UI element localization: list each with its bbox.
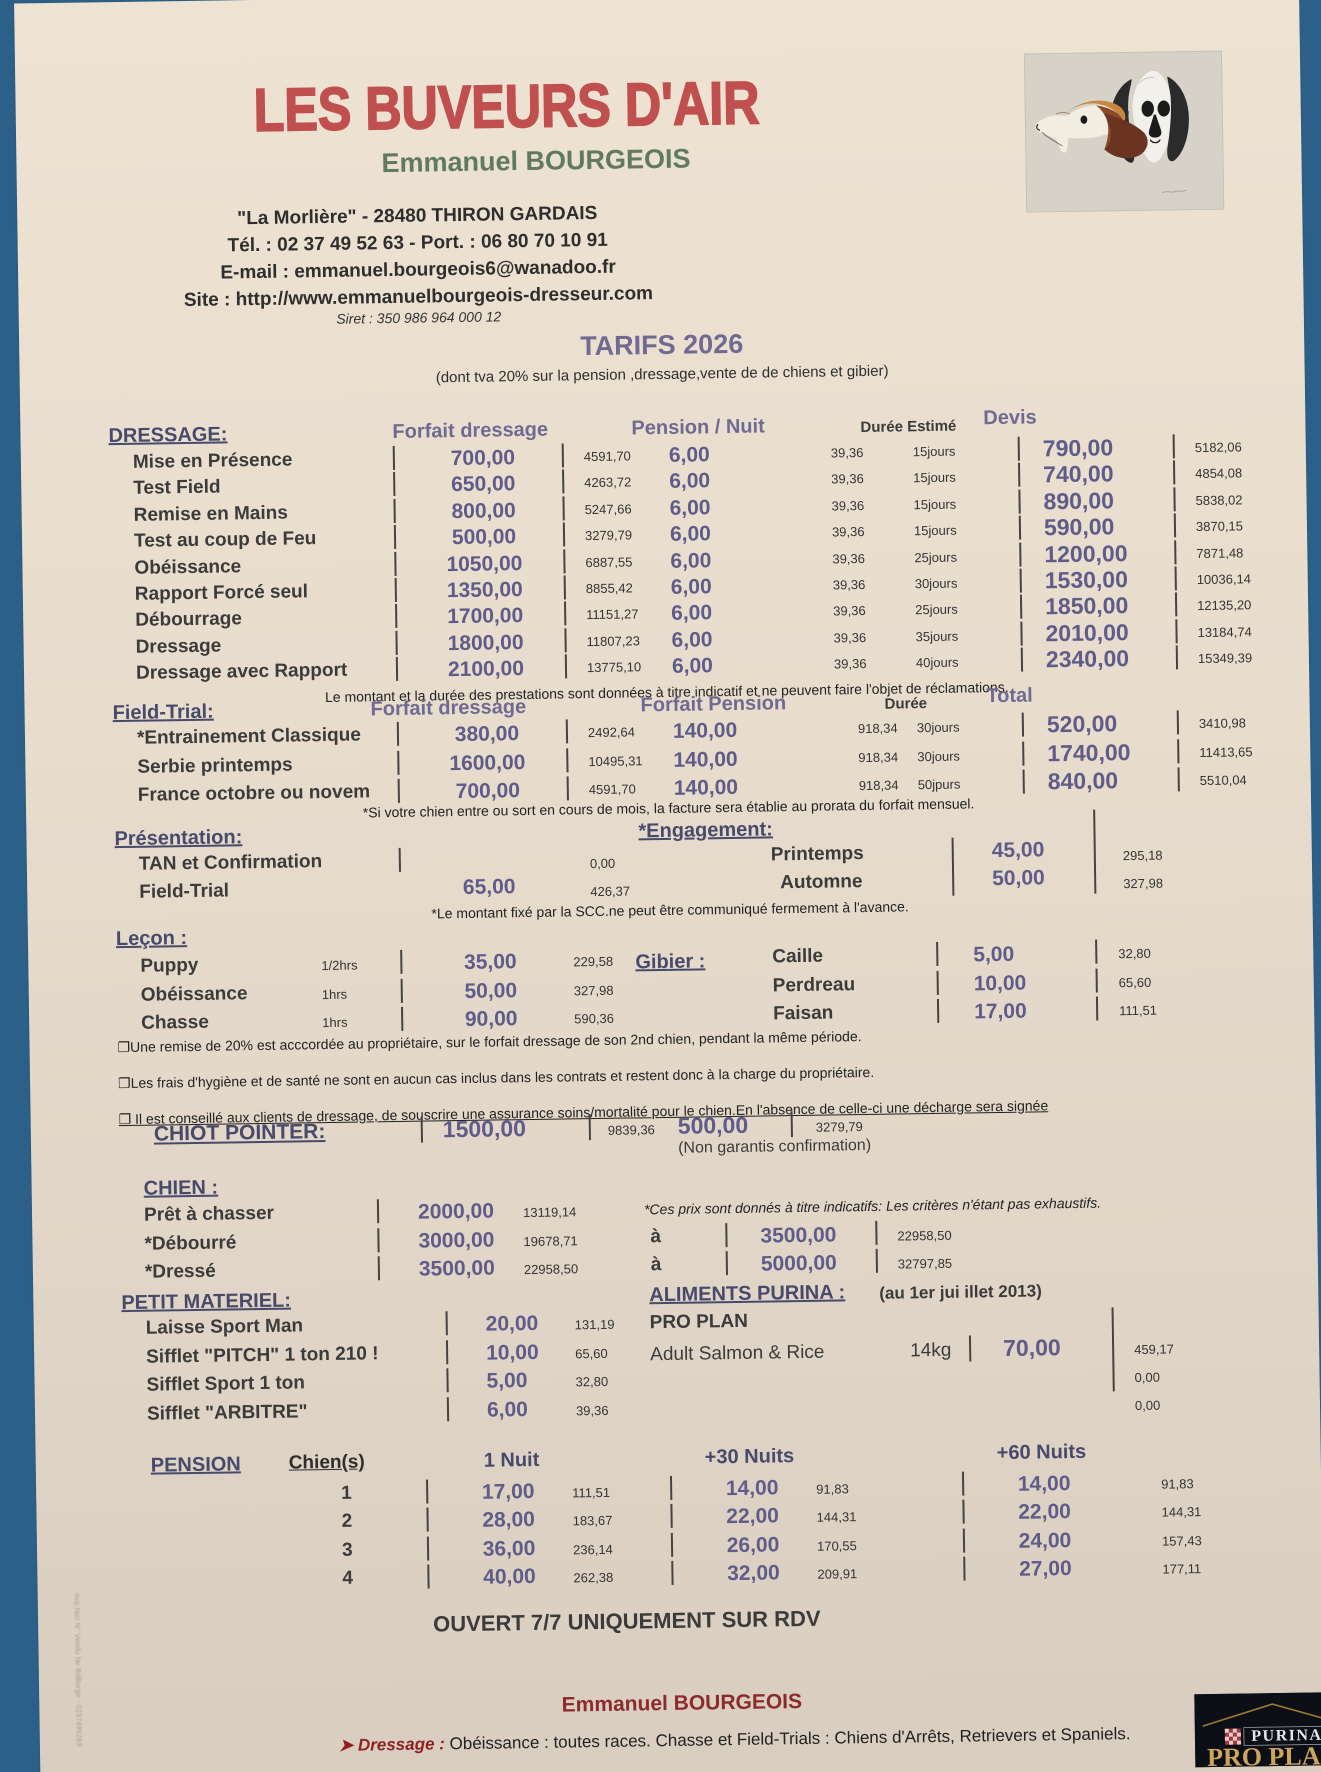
svg-text:PRO PLAN: PRO PLAN — [1207, 1741, 1321, 1767]
